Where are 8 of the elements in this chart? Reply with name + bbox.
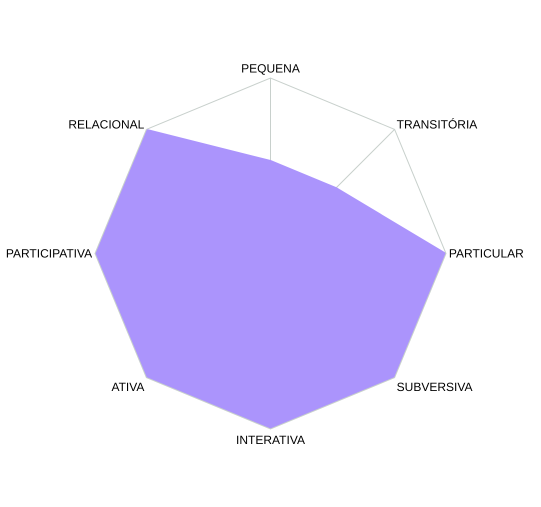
spoke-label: PEQUENA	[241, 62, 300, 76]
spoke-label: RELACIONAL	[68, 118, 145, 132]
spoke-label: INTERATIVA	[236, 432, 305, 447]
spoke-label: PARTICULAR	[448, 246, 524, 261]
spoke-label: PARTICIPATIVA	[6, 246, 92, 261]
spoke-label: SUBVERSIVA	[396, 380, 472, 394]
spoke-label: TRANSITÓRIA	[396, 118, 478, 132]
spoke-label: ATIVA	[111, 380, 144, 394]
